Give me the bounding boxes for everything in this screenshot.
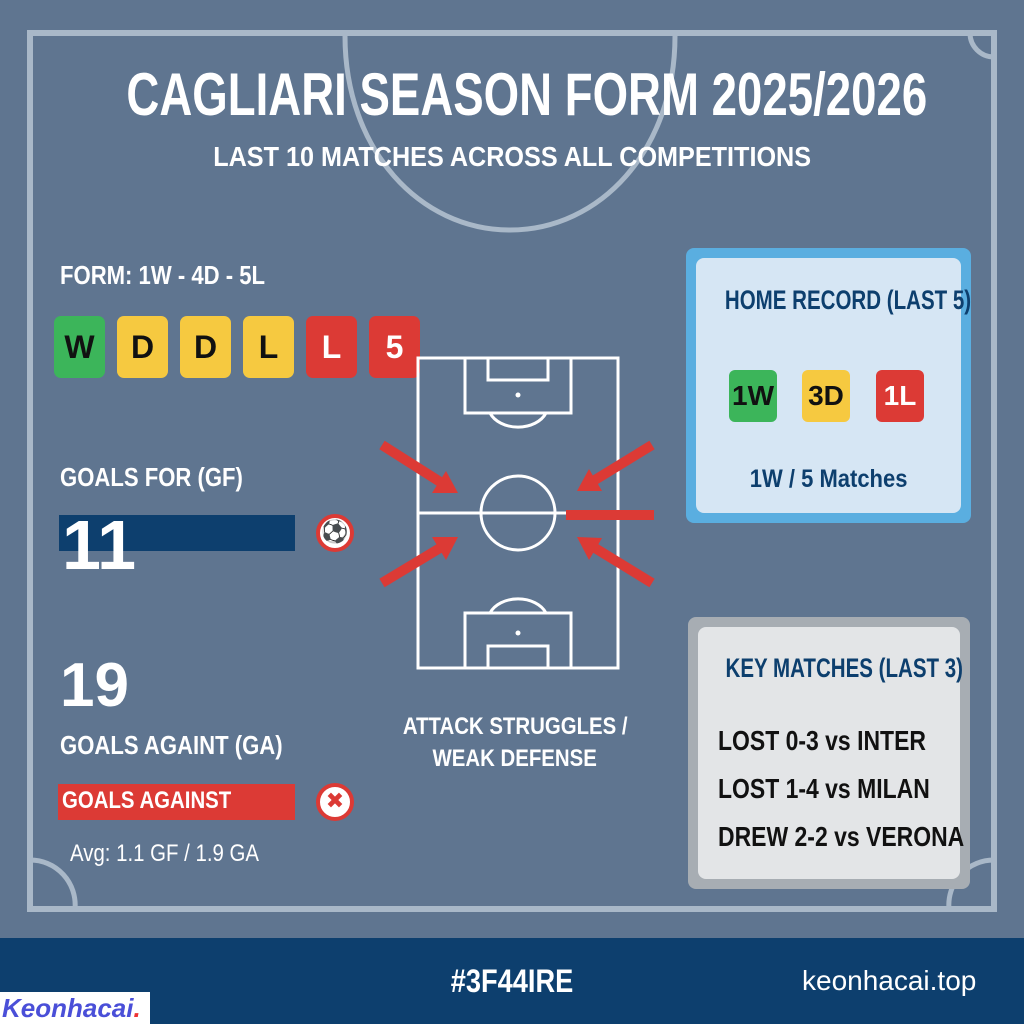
form-chip: D [117,316,168,378]
goals-against-value: 19 [60,651,129,720]
home-record-title: HOME RECORD (LAST 5) [724,285,972,315]
goals-for-label: GOALS FOR (GF) [60,462,243,492]
goals-for-value: 11 [62,506,136,584]
key-match-item: LOST 0-3 vs INTER [718,725,926,756]
home-record-pill: 3D [802,370,850,422]
home-record-pill: 1W [729,370,777,422]
page-subtitle: LAST 10 MATCHES ACROSS ALL COMPETITIONS [0,140,1024,174]
keonhacai-logo: Keonhacai. [0,992,150,1024]
goals-for-bar [59,515,295,551]
key-match-item: DREW 2-2 vs VERONA [718,821,965,852]
footer-code: #3F44IRE [450,963,574,999]
home-summary: 1W / 5 Matches [749,465,908,493]
form-chip: W [54,316,105,378]
caption-line: WEAK DEFENSE [432,745,598,772]
field-lines [27,30,997,912]
form-chip: 5 [369,316,420,378]
goals-against-label: GOALS AGAINT (GA) [60,730,283,760]
goals-against-bar-label: GOALS AGAINST [62,787,232,814]
form-chip: L [243,316,294,378]
form-chip: L [306,316,357,378]
key-match-item: LOST 1-4 vs MILAN [718,773,930,804]
average-text: Avg: 1.1 GF / 1.9 GA [70,840,259,867]
footer-bar [0,938,1024,1024]
key-matches-panel [688,617,970,889]
page-subtitle-text: LAST 10 MATCHES ACROSS ALL COMPETITIONS [213,141,811,172]
caption-line: ATTACK STRUGGLES / [402,713,628,740]
page-title: CAGLIARI SEASON FORM 2025/2026 [0,60,1024,130]
home-record-pill: 1L [876,370,924,422]
pitch-caption: ATTACK STRUGGLES / WEAK DEFENSE [365,712,665,776]
key-matches-title: KEY MATCHES (LAST 3) [725,653,964,683]
form-label: FORM: 1W - 4D - 5L [60,260,266,290]
pitch-diagram [379,356,655,670]
soccer-ball-icon: ⚽ [316,514,354,552]
footer-site-link[interactable]: keonhacai.top [802,965,977,996]
page-title-text: CAGLIARI SEASON FORM 2025/2026 [126,61,928,128]
form-chip: D [180,316,231,378]
goals-against-bar [58,784,295,820]
crossed-ball-icon: ✖ [316,783,354,821]
